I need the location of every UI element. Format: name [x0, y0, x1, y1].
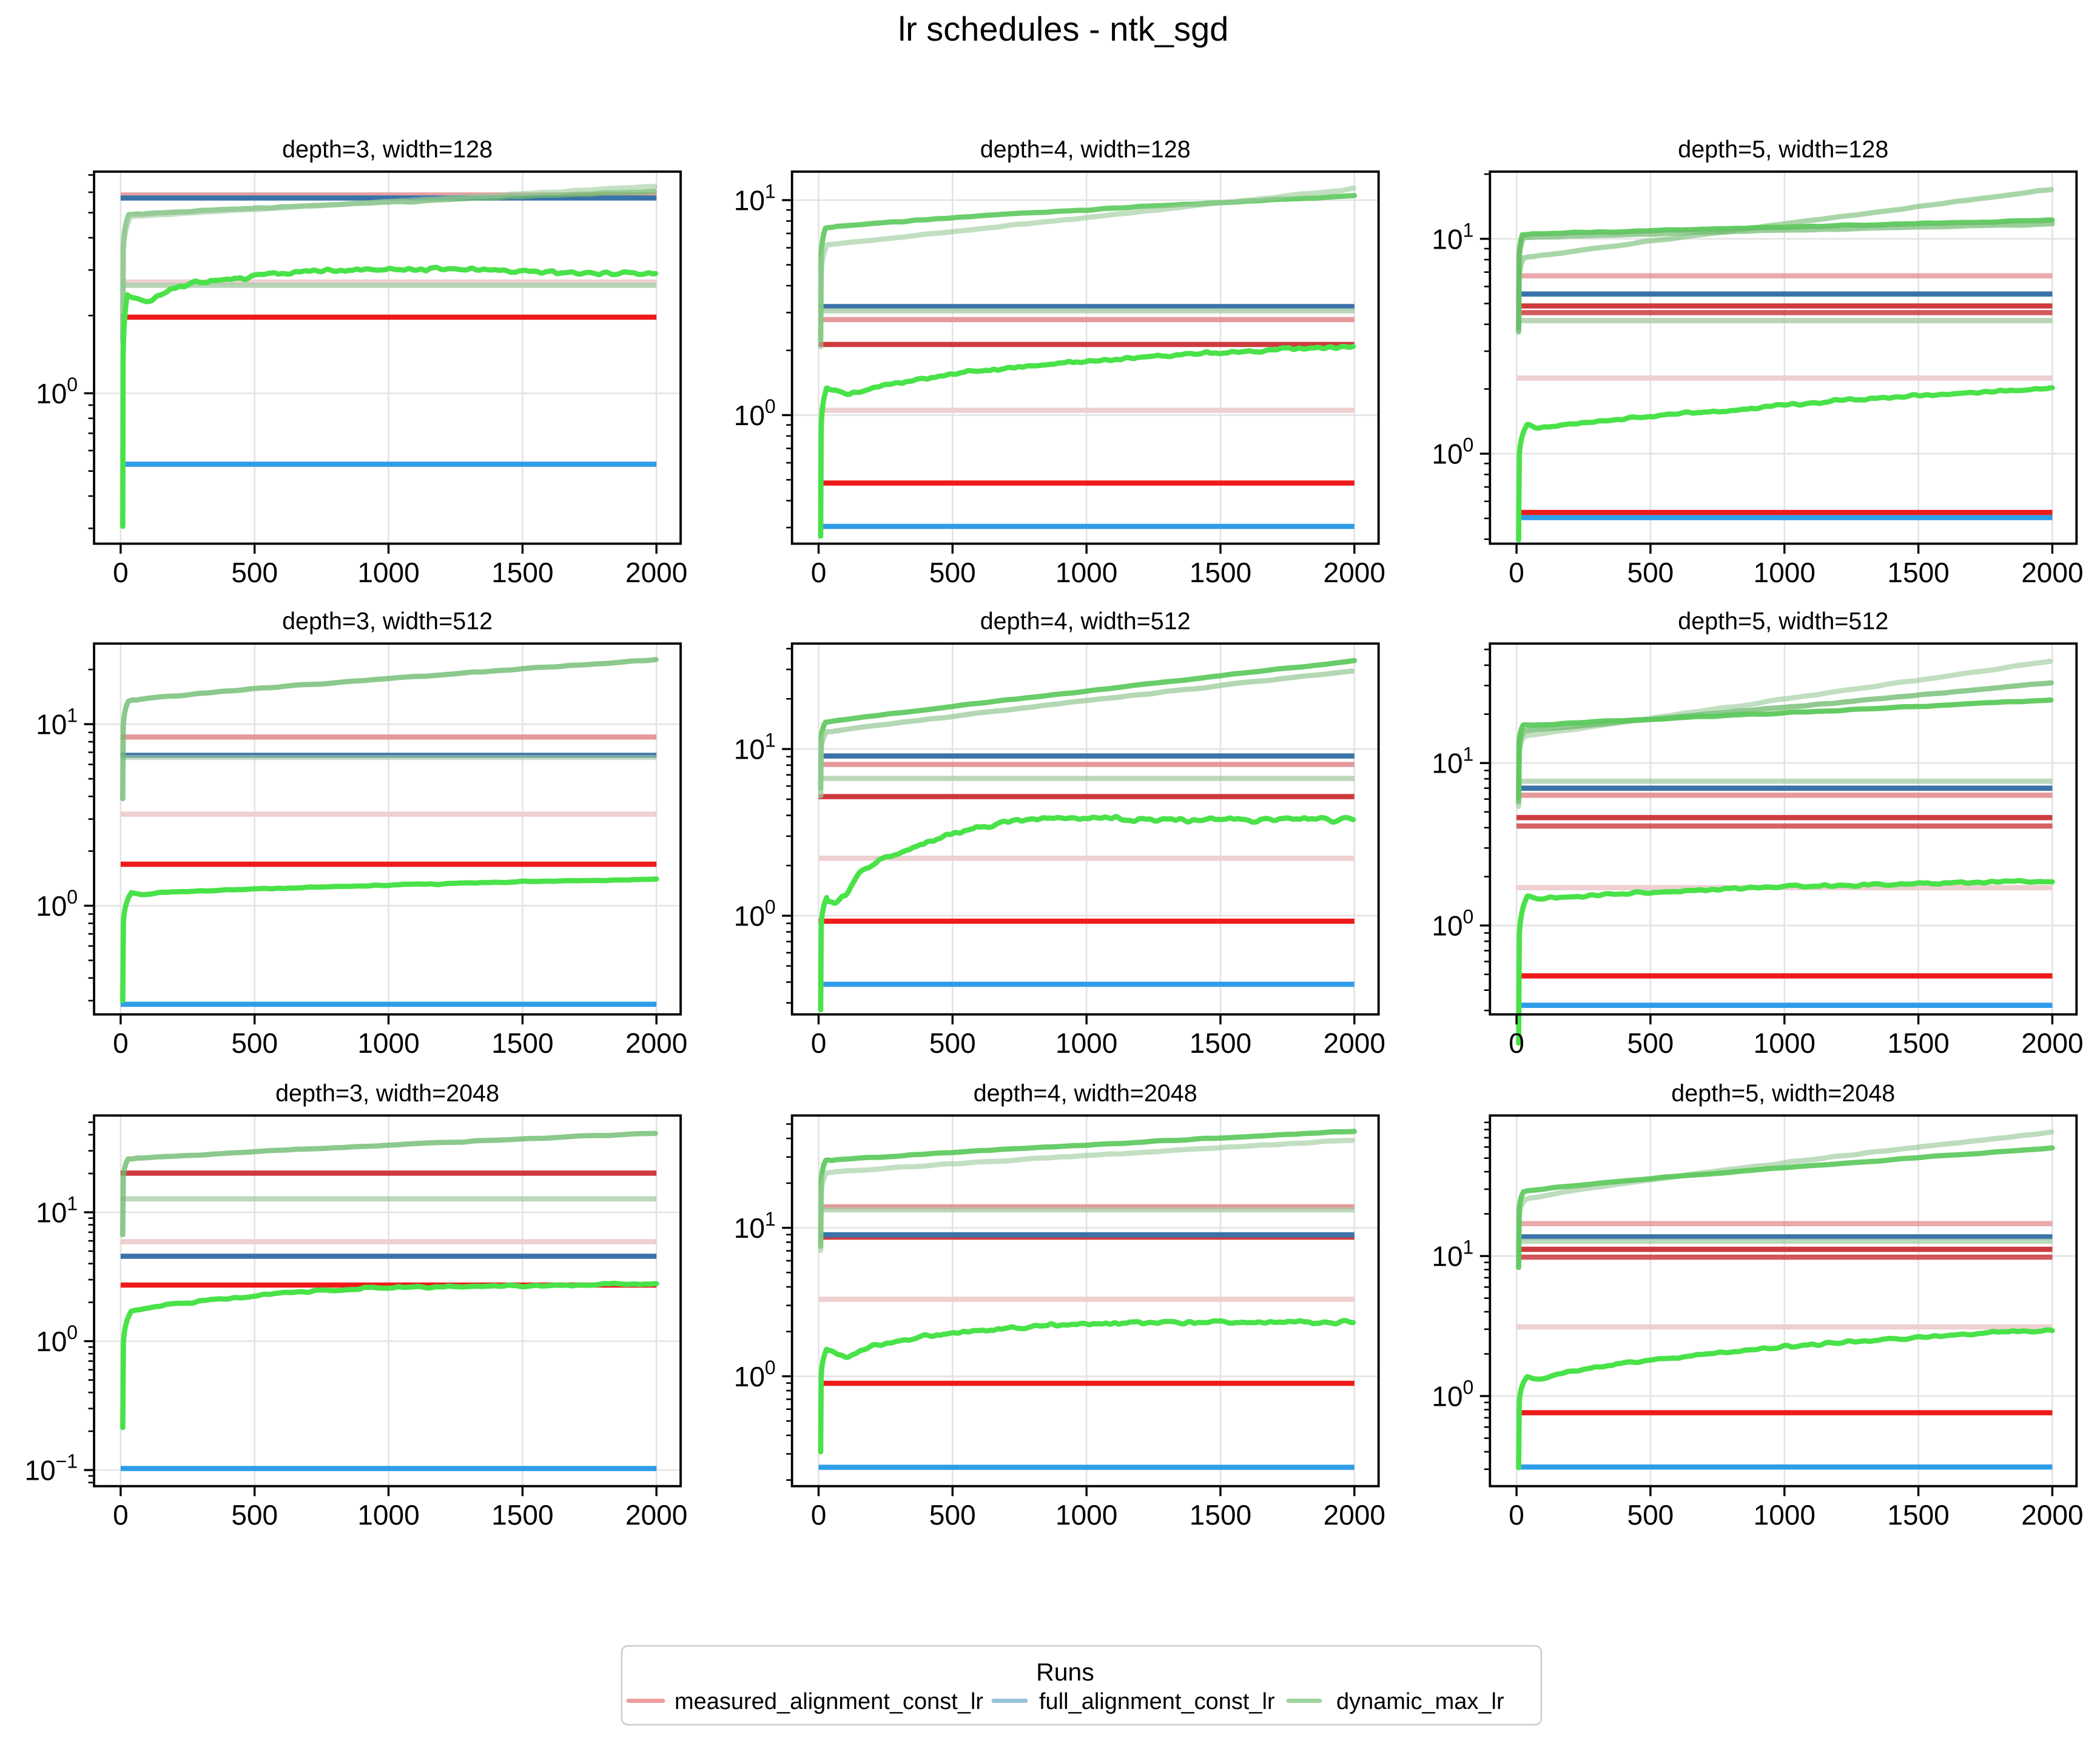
svg-text:2000: 2000	[1324, 1499, 1385, 1531]
svg-text:1000: 1000	[1055, 1499, 1117, 1531]
svg-text:500: 500	[231, 557, 278, 588]
svg-text:1: 1	[1463, 744, 1474, 765]
svg-text:1500: 1500	[1190, 1499, 1251, 1531]
svg-text:1500: 1500	[491, 557, 553, 588]
svg-text:10: 10	[1432, 1381, 1462, 1412]
svg-text:depth=4, width=128: depth=4, width=128	[980, 136, 1191, 163]
svg-text:2000: 2000	[1324, 557, 1385, 588]
svg-text:500: 500	[1627, 1027, 1674, 1059]
svg-text:10: 10	[36, 1326, 67, 1357]
svg-text:−1: −1	[56, 1451, 78, 1472]
svg-text:10: 10	[36, 378, 67, 409]
svg-text:2000: 2000	[625, 1499, 687, 1531]
svg-text:1000: 1000	[1055, 1027, 1117, 1059]
svg-text:10: 10	[734, 734, 765, 765]
svg-text:2000: 2000	[1324, 1027, 1385, 1059]
svg-text:2000: 2000	[625, 1027, 687, 1059]
svg-text:1500: 1500	[491, 1027, 553, 1059]
svg-text:lr schedules - ntk_sgd: lr schedules - ntk_sgd	[898, 10, 1229, 48]
svg-text:1: 1	[67, 705, 78, 727]
svg-text:0: 0	[67, 886, 78, 908]
svg-text:0: 0	[811, 1499, 827, 1531]
svg-text:depth=5, width=2048: depth=5, width=2048	[1671, 1080, 1895, 1107]
svg-text:0: 0	[1509, 1499, 1524, 1531]
svg-text:depth=3, width=2048: depth=3, width=2048	[275, 1080, 499, 1107]
svg-text:0: 0	[811, 557, 827, 588]
svg-text:depth=5, width=128: depth=5, width=128	[1678, 136, 1888, 163]
svg-text:500: 500	[231, 1499, 278, 1531]
svg-text:0: 0	[765, 1357, 776, 1378]
svg-text:depth=3, width=512: depth=3, width=512	[282, 608, 493, 635]
svg-text:1000: 1000	[1055, 557, 1117, 588]
svg-text:10: 10	[36, 709, 67, 740]
svg-text:2000: 2000	[625, 557, 687, 588]
svg-text:500: 500	[1627, 557, 1674, 588]
svg-text:500: 500	[929, 1499, 976, 1531]
svg-text:1000: 1000	[1754, 557, 1816, 588]
svg-text:1000: 1000	[357, 557, 419, 588]
svg-text:10: 10	[734, 901, 765, 932]
svg-text:10: 10	[734, 1212, 765, 1244]
svg-text:10: 10	[1432, 223, 1462, 255]
svg-text:500: 500	[929, 557, 976, 588]
svg-text:1000: 1000	[1754, 1499, 1816, 1531]
svg-text:10: 10	[1432, 910, 1462, 942]
svg-text:depth=4, width=512: depth=4, width=512	[980, 608, 1191, 635]
svg-text:10: 10	[734, 1361, 765, 1392]
svg-text:0: 0	[1509, 557, 1524, 588]
svg-text:dynamic_max_lr: dynamic_max_lr	[1336, 1689, 1504, 1714]
svg-text:0: 0	[765, 395, 776, 417]
svg-text:1500: 1500	[1190, 1027, 1251, 1059]
svg-text:1500: 1500	[491, 1499, 553, 1531]
svg-text:1: 1	[1463, 219, 1474, 241]
svg-text:Runs: Runs	[1036, 1658, 1094, 1686]
svg-text:500: 500	[1627, 1499, 1674, 1531]
svg-text:0: 0	[67, 374, 78, 395]
svg-text:depth=5, width=512: depth=5, width=512	[1678, 608, 1888, 635]
svg-text:0: 0	[113, 1027, 129, 1059]
svg-text:10: 10	[1432, 1241, 1462, 1272]
svg-text:1: 1	[765, 730, 776, 751]
svg-text:10: 10	[734, 400, 765, 431]
svg-text:1500: 1500	[1887, 1499, 1949, 1531]
svg-text:0: 0	[1463, 434, 1474, 456]
svg-text:10: 10	[1432, 748, 1462, 779]
svg-text:0: 0	[811, 1027, 827, 1059]
svg-text:10: 10	[36, 1197, 67, 1229]
svg-text:measured_alignment_const_lr: measured_alignment_const_lr	[675, 1689, 983, 1714]
svg-text:1: 1	[765, 1208, 776, 1230]
svg-text:10: 10	[734, 185, 765, 217]
svg-text:0: 0	[113, 557, 129, 588]
svg-text:10: 10	[1432, 438, 1462, 470]
svg-text:0: 0	[1463, 1377, 1474, 1398]
svg-text:0: 0	[765, 896, 776, 918]
svg-text:0: 0	[1463, 906, 1474, 928]
svg-text:2000: 2000	[2021, 557, 2083, 588]
svg-text:1: 1	[765, 181, 776, 203]
svg-text:0: 0	[1509, 1027, 1524, 1059]
svg-text:1000: 1000	[357, 1499, 419, 1531]
svg-text:10: 10	[25, 1455, 56, 1486]
svg-text:2000: 2000	[2021, 1027, 2083, 1059]
svg-text:1500: 1500	[1887, 1027, 1949, 1059]
svg-text:2000: 2000	[2021, 1499, 2083, 1531]
svg-text:1500: 1500	[1887, 557, 1949, 588]
svg-text:0: 0	[113, 1499, 129, 1531]
svg-text:10: 10	[36, 890, 67, 922]
svg-text:1000: 1000	[1754, 1027, 1816, 1059]
svg-text:1: 1	[1463, 1237, 1474, 1258]
svg-text:depth=3, width=128: depth=3, width=128	[282, 136, 493, 163]
svg-text:1: 1	[67, 1193, 78, 1215]
svg-text:depth=4, width=2048: depth=4, width=2048	[974, 1080, 1197, 1107]
svg-text:0: 0	[67, 1321, 78, 1343]
svg-text:full_alignment_const_lr: full_alignment_const_lr	[1039, 1689, 1275, 1714]
svg-text:500: 500	[929, 1027, 976, 1059]
svg-text:1500: 1500	[1190, 557, 1251, 588]
svg-text:1000: 1000	[357, 1027, 419, 1059]
svg-text:500: 500	[231, 1027, 278, 1059]
